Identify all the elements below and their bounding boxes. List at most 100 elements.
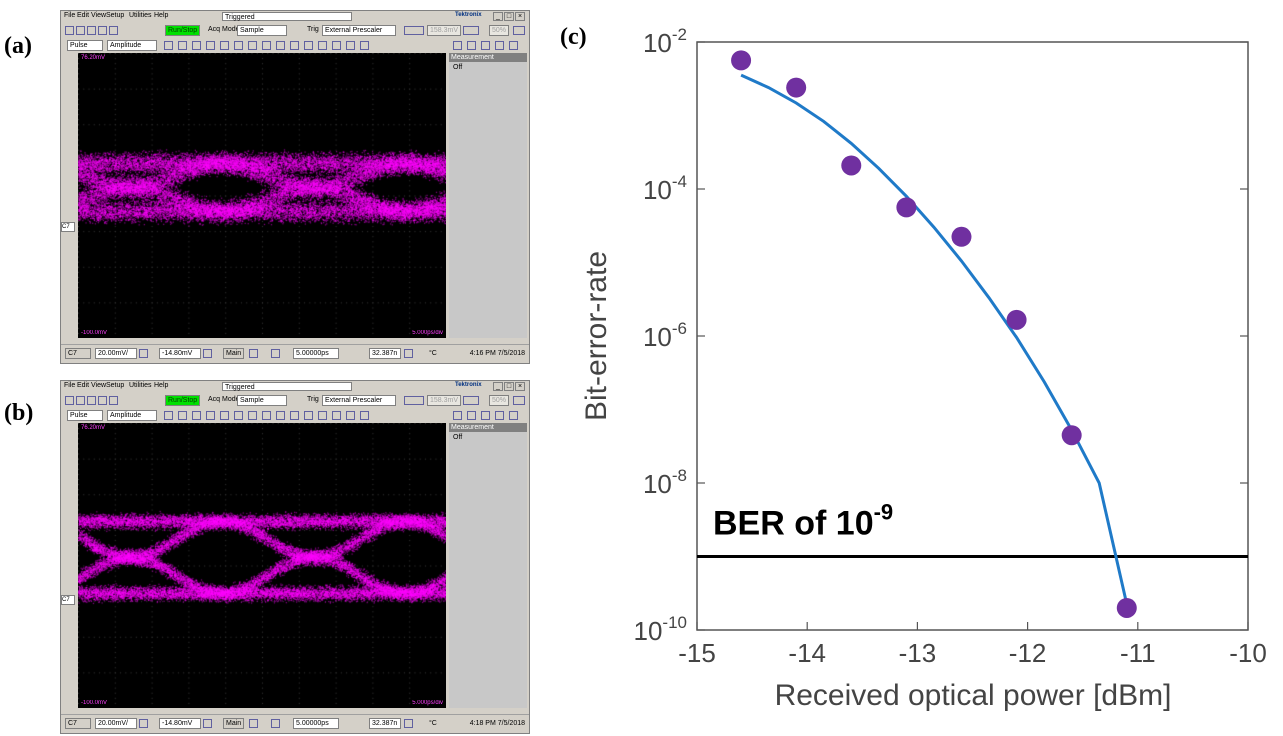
measure-tool-icon[interactable] [304,411,313,420]
timebase-field[interactable]: 5.00000ps [293,718,339,729]
close-button[interactable]: × [515,382,525,391]
menu-item-setup[interactable]: Setup [106,12,125,19]
trigger-slope-icon[interactable] [404,396,424,405]
help-icon[interactable] [513,396,525,405]
waveform-icon[interactable] [98,26,107,35]
cursor-icon[interactable] [481,411,490,420]
measure-tool-icon[interactable] [164,41,173,50]
trigger-level-field[interactable]: 158.3mV [427,395,461,406]
measure-tool-icon[interactable] [178,41,187,50]
acq-mode-select[interactable]: Sample [237,395,287,406]
marker-icon[interactable] [495,41,504,50]
measure-tool-icon[interactable] [290,41,299,50]
trigger-slope-icon[interactable] [404,26,424,35]
measure-tool-icon[interactable] [360,41,369,50]
display-mode-icon[interactable] [453,41,462,50]
close-button[interactable]: × [515,12,525,21]
measure-tool-icon[interactable] [248,411,257,420]
measure-tool-icon[interactable] [220,41,229,50]
measure-tool-icon[interactable] [360,411,369,420]
menu-item-file[interactable]: File [64,382,76,389]
trigger-level-field[interactable]: 158.3mV [427,25,461,36]
maximize-button[interactable]: □ [504,382,514,391]
trig-source-select[interactable]: External Prescaler [322,395,396,406]
zoom-in-icon[interactable] [249,719,258,728]
measure-tool-icon[interactable] [248,41,257,50]
menu-item-help[interactable]: Help [154,382,169,389]
minimize-button[interactable]: _ [493,382,503,391]
volts-per-div-field[interactable]: 20.00mV/ [95,348,137,359]
maximize-button[interactable]: □ [504,12,514,21]
measure-tool-icon[interactable] [206,41,215,50]
channel-button[interactable]: C7 [65,348,91,359]
measure-tool-icon[interactable] [318,411,327,420]
measure-tool-icon[interactable] [164,411,173,420]
menu-item-view[interactable]: View [91,382,107,389]
volts-spinner-icon[interactable] [139,719,148,728]
zoom-icon[interactable] [509,41,518,50]
level-spinner-icon[interactable] [463,26,479,35]
cursor-icon[interactable] [481,41,490,50]
measure-tool-icon[interactable] [192,41,201,50]
measure-tool-icon[interactable] [276,41,285,50]
measure-tool-icon[interactable] [178,411,187,420]
channel-marker[interactable]: C7 [61,595,75,605]
measure-tool-icon[interactable] [262,411,271,420]
offset-spinner-icon[interactable] [203,349,212,358]
position-field[interactable]: 32.387n [369,718,401,729]
measure-tool-icon[interactable] [346,411,355,420]
pulse-select[interactable]: Pulse [67,410,103,421]
measure-tool-icon[interactable] [332,41,341,50]
display-mode-icon[interactable] [453,411,462,420]
acq-mode-select[interactable]: Sample [237,25,287,36]
print-icon[interactable] [65,396,74,405]
amplitude-select[interactable]: Amplitude [107,40,157,51]
timebase-field[interactable]: 5.00000ps [293,348,339,359]
position-spinner-icon[interactable] [404,719,413,728]
tools-icon[interactable] [76,396,85,405]
channel-button[interactable]: C7 [65,718,91,729]
zoom-icon[interactable] [509,411,518,420]
main-timebase-button[interactable]: Main [223,718,245,729]
math-icon[interactable] [109,396,118,405]
measure-tool-icon[interactable] [318,41,327,50]
measure-tool-icon[interactable] [276,411,285,420]
measure-tool-icon[interactable] [234,411,243,420]
amplitude-select[interactable]: Amplitude [107,410,157,421]
menu-item-edit[interactable]: Edit [77,382,90,389]
offset-spinner-icon[interactable] [203,719,212,728]
position-field[interactable]: 32.387n [369,348,401,359]
pulse-select[interactable]: Pulse [67,40,103,51]
print-icon[interactable] [65,26,74,35]
minimize-button[interactable]: _ [493,12,503,21]
menu-item-setup[interactable]: Setup [106,382,125,389]
menu-item-view[interactable]: View [91,12,107,19]
offset-field[interactable]: -14.80mV [159,348,201,359]
menu-item-utilities[interactable]: Utilities [129,382,152,389]
position-spinner-icon[interactable] [404,349,413,358]
function-icon[interactable] [87,396,96,405]
volts-per-div-field[interactable]: 20.00mV/ [95,718,137,729]
run-stop-button[interactable]: Run/Stop [165,395,201,406]
run-stop-button[interactable]: Run/Stop [165,25,201,36]
menu-item-utilities[interactable]: Utilities [129,12,152,19]
percent-field[interactable]: 50% [489,25,509,36]
measure-tool-icon[interactable] [346,41,355,50]
measure-tool-icon[interactable] [290,411,299,420]
channel-marker[interactable]: C7 [61,222,75,232]
measure-tool-icon[interactable] [234,41,243,50]
tools-icon[interactable] [76,26,85,35]
volts-spinner-icon[interactable] [139,349,148,358]
help-icon[interactable] [513,26,525,35]
math-icon[interactable] [109,26,118,35]
measure-tool-icon[interactable] [304,41,313,50]
trig-source-select[interactable]: External Prescaler [322,25,396,36]
main-timebase-button[interactable]: Main [223,348,245,359]
measure-tool-icon[interactable] [220,411,229,420]
zoom-in-icon[interactable] [249,349,258,358]
waveform-view-icon[interactable] [467,411,476,420]
measure-tool-icon[interactable] [192,411,201,420]
menu-item-edit[interactable]: Edit [77,12,90,19]
measure-tool-icon[interactable] [262,41,271,50]
menu-item-file[interactable]: File [64,12,76,19]
